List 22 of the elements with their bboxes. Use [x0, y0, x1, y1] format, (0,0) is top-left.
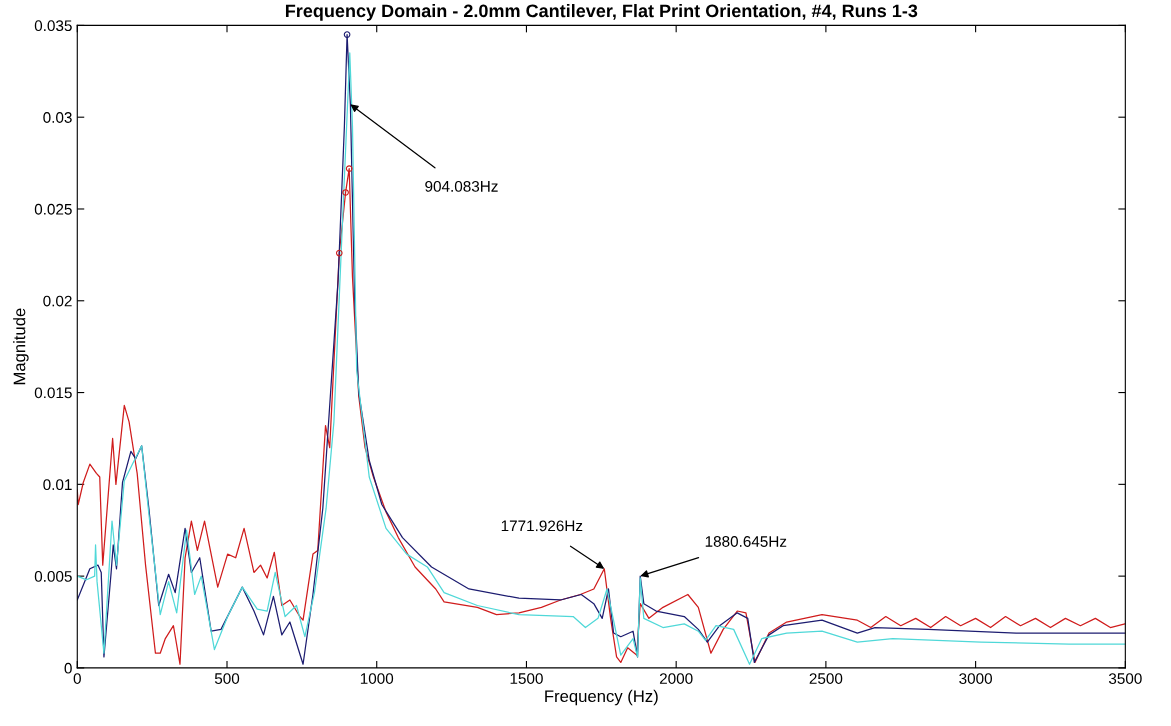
x-tick-label: 1000: [360, 673, 394, 684]
x-tick-label: 2000: [659, 673, 693, 684]
x-tick-label: 3500: [1108, 673, 1142, 684]
y-tick-label: 0.035: [34, 20, 72, 32]
y-tick-label: 0.03: [43, 112, 72, 123]
y-axis-title: Magnitude: [13, 308, 29, 385]
annotation: 1771.926Hz: [501, 520, 583, 532]
x-tick-label: 3000: [959, 673, 993, 684]
x-tick-label: 1500: [510, 673, 543, 684]
y-tick-label: 0.01: [43, 479, 72, 491]
annotation: 1880.645Hz: [705, 536, 787, 547]
annotation: 904.083Hz: [425, 180, 498, 192]
x-tick-label: 500: [214, 673, 240, 684]
x-tick-label: 0: [73, 673, 81, 684]
x-tick-label: 2500: [809, 673, 843, 684]
y-tick-label: 0.015: [34, 387, 72, 399]
x-axis-title: Frequency (Hz): [545, 689, 658, 706]
y-tick-label: 0.02: [43, 295, 72, 307]
y-tick-label: 0.025: [34, 203, 72, 215]
chart-title: Frequency Domain - 2.0mm Cantilever, Flat Print Orientation, #4, Runs 1-3: [285, 3, 918, 21]
y-tick-label: 0: [64, 662, 72, 674]
y-tick-label: 0.005: [34, 571, 72, 582]
